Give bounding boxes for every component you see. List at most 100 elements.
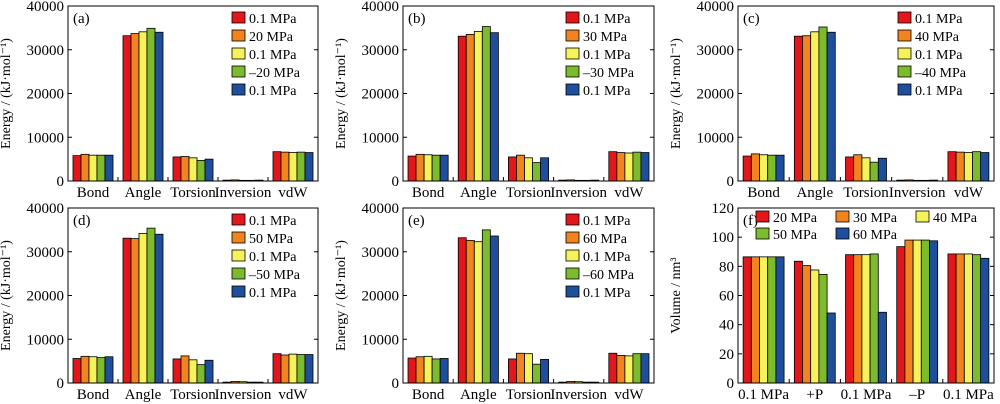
x-tick-label: 0.1 MPa: [738, 387, 789, 403]
bar: [845, 156, 855, 182]
legend-swatch: [565, 213, 580, 226]
bar: [826, 312, 836, 384]
legend-swatch: [231, 11, 246, 24]
y-tick-label: 20000: [27, 289, 65, 305]
legend-swatch: [565, 11, 580, 24]
panel-a: 0 10000 20000 30000 40000 Bond Angle TorsionInv…: [0, 0, 319, 201]
bar: [154, 31, 164, 182]
bar: [963, 152, 973, 182]
x-tick-label: Torsion: [506, 387, 552, 403]
bar: [465, 34, 475, 182]
y-axis-title: Energy / (kJ·mol⁻¹): [0, 38, 14, 149]
bar: [296, 354, 306, 384]
bar: [188, 157, 198, 182]
y-tick-label: 60: [719, 289, 734, 305]
bar: [88, 356, 98, 384]
bar: [775, 154, 785, 182]
x-tick-label: vdW: [614, 185, 644, 201]
x-tick-label: Inversion: [550, 185, 607, 201]
bar: [632, 151, 642, 182]
y-tick-label: 20000: [362, 87, 400, 103]
legend-swatch: [565, 29, 580, 42]
bar: [423, 154, 433, 182]
bar: [272, 151, 282, 182]
bar: [516, 154, 525, 182]
y-tick-label: 40000: [27, 201, 65, 217]
bar: [826, 31, 836, 182]
legend-label: –40 MPa: [914, 66, 967, 81]
bar: [608, 352, 618, 384]
legend-swatch: [835, 210, 850, 223]
x-tick-label: Bond: [747, 185, 780, 201]
y-tick-label: 10000: [362, 130, 400, 146]
bar: [963, 253, 973, 384]
bar: [750, 256, 760, 384]
legend-label: –30 MPa: [582, 66, 635, 81]
legend-swatch: [835, 227, 850, 240]
bar: [96, 357, 106, 384]
y-tick-label: 0: [57, 174, 65, 190]
bar: [947, 253, 957, 384]
y-tick-label: 30000: [27, 245, 65, 261]
bar: [431, 358, 441, 384]
x-tick-label: +P: [806, 387, 823, 403]
x-tick-label: 0.1 MPa: [943, 387, 994, 403]
legend-label: 20 MPa: [249, 30, 294, 45]
legend-label: 0.1 MPa: [249, 12, 297, 27]
bar: [439, 154, 449, 182]
x-tick-label: Inversion: [215, 387, 272, 403]
x-tick-label: Inversion: [550, 387, 607, 403]
bar: [104, 356, 114, 384]
panel-label: (f): [743, 213, 758, 229]
bar: [296, 151, 306, 182]
x-tick-label: vdW: [954, 185, 984, 201]
bar: [204, 359, 214, 384]
y-tick-label: 40000: [697, 0, 735, 15]
bar: [188, 359, 198, 384]
y-tick-label: 20000: [362, 289, 400, 305]
bar: [288, 353, 298, 384]
x-tick-label: –P: [908, 387, 925, 403]
bar: [793, 260, 803, 384]
legend-swatch: [897, 83, 912, 96]
x-tick-label: Angle: [125, 185, 162, 201]
bar: [172, 358, 182, 384]
legend-swatch: [231, 29, 246, 42]
bar: [457, 237, 467, 384]
bar: [896, 246, 906, 384]
bar: [489, 32, 499, 182]
x-tick-label: Angle: [796, 185, 833, 201]
x-tick-label: Inversion: [215, 185, 272, 201]
y-axis-title: Energy / (kJ·mol⁻¹): [334, 240, 349, 351]
x-tick-label: Angle: [125, 387, 162, 403]
legend-swatch: [231, 249, 246, 262]
bar: [407, 155, 417, 182]
legend-swatch: [565, 249, 580, 262]
bar: [524, 157, 533, 182]
bar: [802, 35, 812, 182]
bar: [632, 353, 642, 384]
legend-label: 0.1 MPa: [915, 84, 963, 99]
bar: [904, 239, 914, 384]
y-tick-label: 0: [727, 376, 735, 392]
bar: [130, 238, 140, 384]
y-tick-label: 30000: [697, 43, 735, 59]
legend: 0.1 MPa 20 MPa 0.1 MPa –20 MPa 0.1 MPa: [231, 11, 301, 99]
legend-label: –20 MPa: [248, 66, 301, 81]
legend-label: 50 MPa: [773, 228, 818, 243]
y-tick-label: 10000: [697, 130, 735, 146]
panel-label: (c): [743, 11, 760, 27]
legend-label: 0.1 MPa: [583, 84, 631, 99]
legend-label: 60 MPa: [583, 232, 628, 247]
y-axis-title: Energy / (kJ·mol⁻¹): [0, 240, 14, 351]
bar: [767, 256, 777, 384]
bar: [415, 153, 425, 182]
bar: [853, 254, 863, 384]
legend-swatch: [231, 285, 246, 298]
x-tick-label: Torsion: [843, 185, 889, 201]
bar: [489, 235, 499, 384]
bar: [146, 227, 156, 384]
bar: [138, 31, 148, 182]
y-tick-label: 0: [392, 174, 400, 190]
